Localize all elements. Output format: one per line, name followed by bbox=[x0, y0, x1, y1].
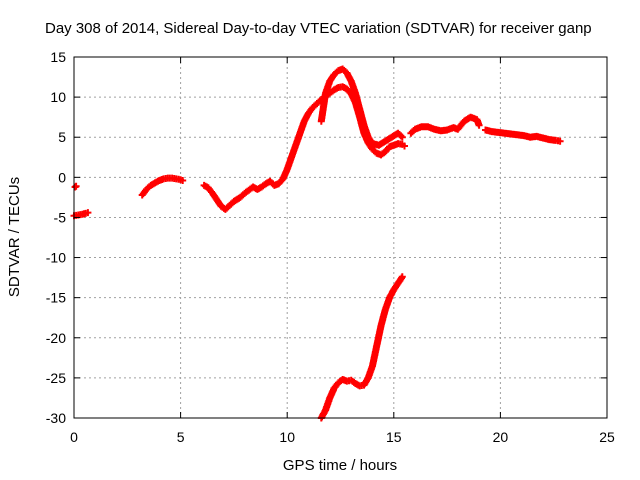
data-point-markers bbox=[71, 182, 80, 191]
data-point-markers bbox=[317, 65, 406, 149]
axis-ticks: 0 5 10 15 20 25 -30 -25 -20 -15 -10 -5 0 5 10 15 bbox=[46, 49, 615, 445]
x-tick-label: 20 bbox=[493, 429, 509, 445]
x-axis-label: GPS time / hours bbox=[283, 457, 397, 474]
y-tick-label: -5 bbox=[54, 209, 67, 225]
chart-title: Day 308 of 2014, Sidereal Day-to-day VTE… bbox=[45, 20, 592, 37]
data-segment bbox=[482, 126, 564, 145]
x-tick-label: 0 bbox=[70, 429, 78, 445]
data-segment bbox=[71, 182, 80, 191]
x-tick-label: 10 bbox=[279, 429, 295, 445]
y-tick-label: 10 bbox=[50, 89, 66, 105]
plot-frame bbox=[73, 56, 608, 419]
y-axis-label: SDTVAR / TECUs bbox=[6, 177, 23, 297]
y-tick-label: -15 bbox=[46, 290, 66, 306]
y-tick-label: -20 bbox=[46, 330, 66, 346]
data-point-markers bbox=[407, 113, 483, 137]
data-segment bbox=[407, 113, 483, 137]
data-point-markers bbox=[482, 126, 564, 145]
y-tick-label: 0 bbox=[58, 169, 66, 185]
y-tick-label: -30 bbox=[46, 410, 66, 426]
x-tick-label: 15 bbox=[386, 429, 402, 445]
x-tick-label: 25 bbox=[599, 429, 615, 445]
data-segment bbox=[317, 65, 406, 149]
data-segment bbox=[138, 174, 187, 199]
y-tick-label: -25 bbox=[46, 370, 66, 386]
y-tick-label: -10 bbox=[46, 250, 66, 266]
data-point-markers bbox=[138, 174, 187, 199]
y-tick-label: 5 bbox=[58, 129, 66, 145]
y-tick-label: 15 bbox=[50, 49, 66, 65]
x-tick-label: 5 bbox=[177, 429, 185, 445]
